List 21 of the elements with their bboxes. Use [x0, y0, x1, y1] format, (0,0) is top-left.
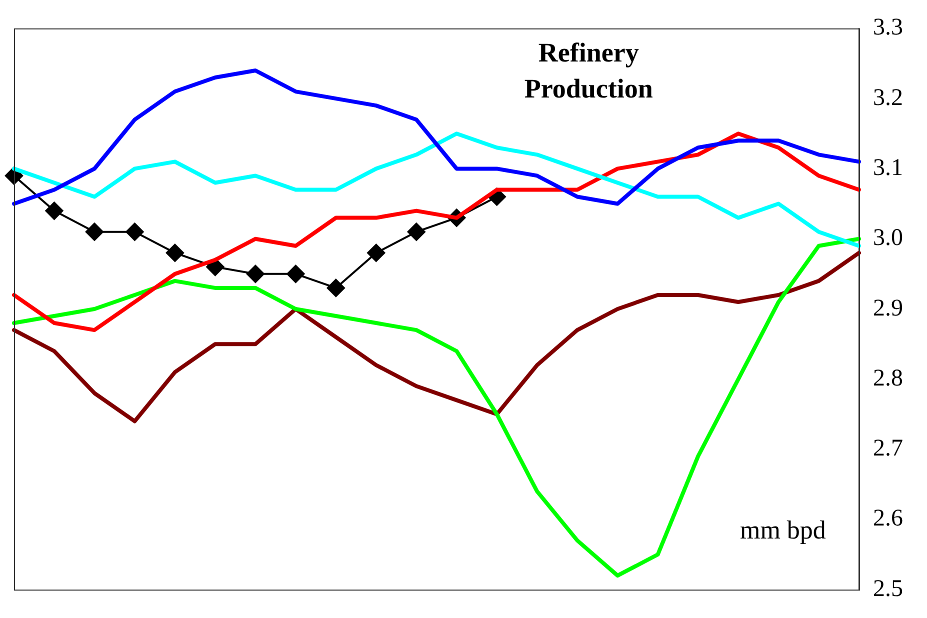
point: [246, 264, 264, 283]
y-tick-label: 2.7: [873, 436, 903, 462]
point: [85, 222, 104, 241]
y-tick-label: 2.6: [873, 506, 903, 532]
y-tick-label: 3.2: [873, 84, 903, 111]
point: [126, 222, 144, 241]
y-tick-label: 2.5: [873, 576, 903, 602]
y-tick-label: 3.0: [873, 225, 903, 252]
y-tick-label: 2.8: [873, 365, 903, 392]
y-tick-label: 2.9: [873, 295, 903, 322]
y-tick-label: 3.3: [873, 14, 903, 41]
point: [45, 202, 64, 220]
point: [407, 222, 426, 241]
y-tick-label: 3.1: [873, 154, 903, 181]
point: [206, 258, 224, 276]
annotation: mm bpd: [740, 515, 826, 544]
point: [326, 278, 345, 297]
point: [367, 244, 386, 262]
point: [286, 264, 305, 283]
text: Refinery Production: [524, 37, 653, 104]
point: [166, 244, 184, 262]
